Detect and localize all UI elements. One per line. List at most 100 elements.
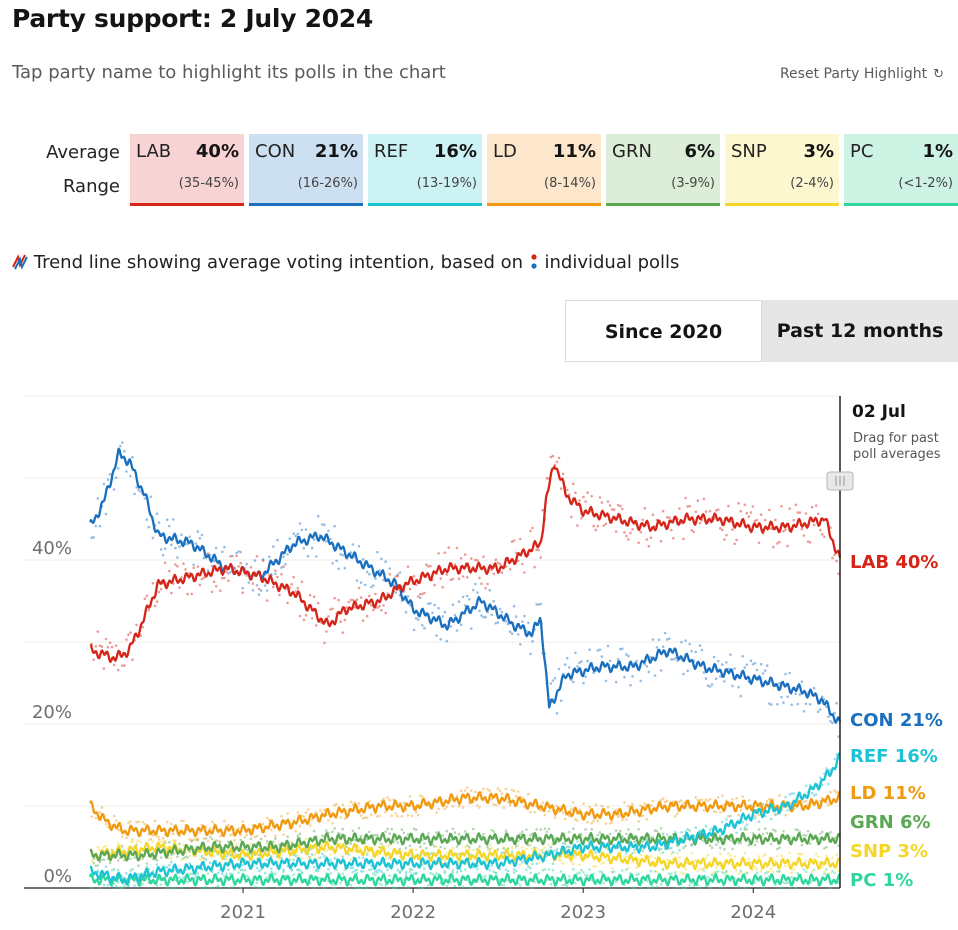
poll-dot — [286, 553, 289, 556]
party-card-lab[interactable]: LAB 40% (35-45%) — [130, 134, 244, 206]
poll-dot — [633, 813, 636, 816]
poll-dot — [272, 585, 275, 589]
poll-dot — [490, 797, 494, 801]
poll-dot — [810, 791, 814, 795]
party-card-snp[interactable]: SNP 3% (2-4%) — [725, 134, 839, 206]
poll-dot — [541, 801, 544, 805]
poll-dot — [761, 886, 765, 890]
poll-dot — [416, 618, 420, 621]
poll-dot — [349, 842, 353, 845]
poll-dot — [784, 795, 787, 799]
poll-dot — [443, 869, 447, 873]
poll-dot — [488, 789, 492, 792]
poll-dot — [129, 474, 132, 478]
poll-dot — [208, 826, 212, 830]
poll-dot — [361, 619, 365, 622]
poll-dot — [763, 827, 767, 830]
poll-dot — [431, 872, 434, 876]
party-card-ref[interactable]: REF 16% (13-19%) — [368, 134, 482, 206]
poll-dot — [310, 546, 314, 550]
poll-dot — [151, 834, 155, 837]
poll-dot — [388, 832, 392, 835]
poll-dot — [102, 858, 106, 861]
poll-dot — [655, 829, 659, 833]
poll-dot — [202, 856, 206, 860]
poll-dot — [792, 868, 795, 871]
poll-dot — [712, 810, 716, 813]
poll-dot — [690, 844, 693, 847]
poll-dot — [339, 620, 343, 623]
poll-dot — [529, 834, 532, 837]
poll-dot — [408, 867, 412, 871]
poll-dot — [219, 886, 222, 890]
poll-dot — [161, 554, 165, 557]
poll-dot — [745, 823, 749, 827]
poll-dot — [714, 677, 718, 680]
poll-dot — [339, 832, 343, 836]
poll-dot — [463, 789, 467, 792]
poll-dot — [659, 798, 663, 802]
poll-dot — [263, 584, 267, 587]
poll-dot — [745, 663, 749, 666]
poll-dot — [292, 575, 296, 579]
poll-dot — [406, 833, 410, 836]
poll-dot — [408, 587, 412, 591]
reset-highlight-button[interactable]: Reset Party Highlight ↻ — [780, 66, 944, 82]
poll-dot — [357, 545, 361, 548]
poll-dot — [770, 867, 773, 871]
past-12-months-button[interactable]: Past 12 months — [762, 300, 958, 362]
poll-dot — [661, 509, 665, 513]
poll-dot — [196, 837, 200, 840]
poll-dot — [637, 872, 640, 876]
party-card-con[interactable]: CON 21% (16-26%) — [249, 134, 363, 206]
poll-dot — [492, 599, 496, 603]
poll-dot — [635, 866, 638, 869]
x-tick-label: 2023 — [560, 902, 606, 923]
poll-dot — [763, 853, 767, 856]
party-card-grn[interactable]: GRN 6% (3-9%) — [606, 134, 720, 206]
poll-dot — [749, 659, 753, 662]
poll-dot — [506, 801, 510, 804]
poll-dot — [608, 886, 612, 890]
poll-dot — [770, 527, 773, 530]
poll-dot — [284, 563, 287, 566]
poll-dot — [100, 858, 104, 862]
poll-dot — [102, 883, 106, 887]
poll-dot — [263, 871, 267, 875]
poll-dot — [794, 503, 798, 507]
poll-dot — [645, 538, 649, 541]
poll-dot — [696, 869, 700, 873]
poll-dot — [631, 528, 634, 531]
poll-dot — [633, 886, 636, 890]
party-card-ld[interactable]: LD 11% (8-14%) — [487, 134, 601, 206]
poll-dot — [414, 617, 418, 620]
poll-dot — [174, 839, 177, 842]
poll-dot — [833, 757, 836, 761]
since-2020-button[interactable]: Since 2020 — [565, 300, 762, 362]
poll-dot — [710, 683, 714, 686]
poll-dot — [329, 608, 332, 611]
poll-dot — [445, 639, 449, 643]
poll-dot — [602, 881, 606, 885]
poll-dot — [337, 831, 340, 835]
poll-dot — [529, 529, 532, 533]
poll-dot — [229, 856, 232, 859]
poll-dot — [735, 538, 738, 542]
poll-dot — [786, 809, 789, 812]
poll-dot — [755, 518, 759, 522]
poll-dot — [739, 694, 742, 698]
poll-dot — [451, 804, 455, 808]
poll-dot — [643, 507, 647, 510]
poll-dot — [704, 798, 708, 802]
poll-dot — [363, 816, 367, 819]
poll-dot — [137, 488, 140, 492]
poll-dot — [553, 463, 557, 467]
poll-dot — [525, 847, 528, 851]
poll-dot — [549, 846, 553, 849]
poll-dot — [653, 674, 657, 677]
poll-dot — [561, 811, 565, 814]
poll-dot — [382, 604, 385, 607]
poll-dot — [361, 557, 365, 561]
party-card-pc[interactable]: PC 1% (<1-2%) — [844, 134, 958, 206]
